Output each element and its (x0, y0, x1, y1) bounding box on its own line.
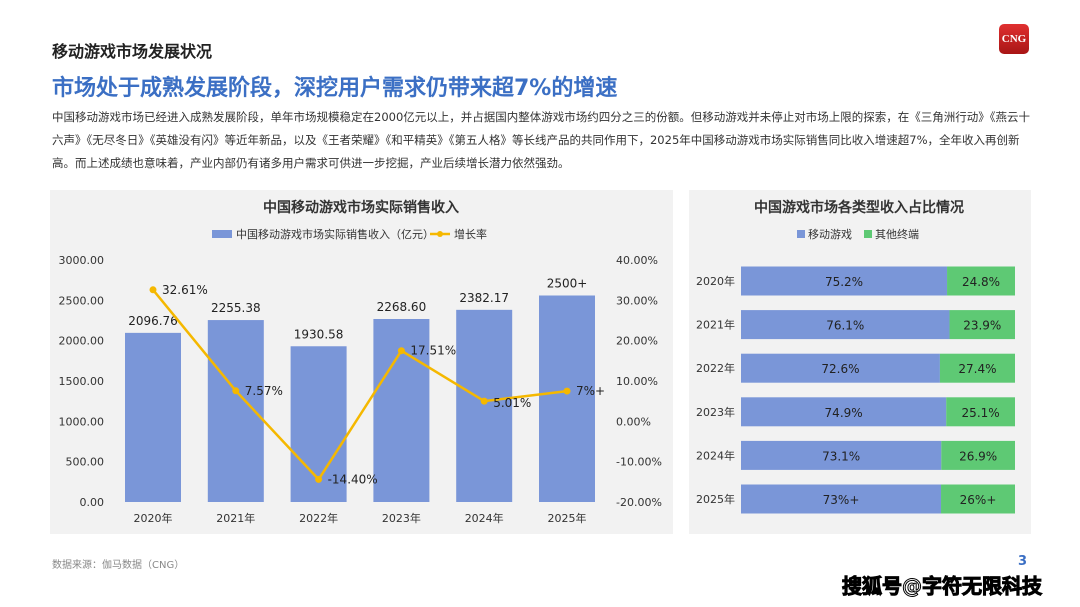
share-chart-panel: 中国游戏市场各类型收入占比情况移动游戏 其他终端 2020年 75.2% 24.8% 20… (689, 190, 1031, 534)
bar-2025年 (539, 295, 595, 502)
other-bar (946, 397, 1015, 427)
y-right-tick: 0.00% (616, 415, 651, 428)
section-title: 移动游戏市场发展状况 (52, 42, 213, 61)
y-left-tick: 3000.00 (59, 254, 105, 267)
bar-label: 2255.38 (211, 301, 261, 315)
other-label: 26.9% (959, 449, 997, 463)
growth-label: -14.40% (328, 472, 378, 486)
mobile-label: 75.2% (825, 275, 863, 289)
y-right-tick: 10.00% (616, 375, 658, 388)
y-right-tick: 20.00% (616, 335, 658, 348)
cng-logo: CNG (999, 24, 1029, 54)
growth-point (149, 286, 157, 294)
other-label: 25.1% (962, 406, 1000, 420)
mobile-label: 72.6% (821, 362, 859, 376)
y-left-tick: 2000.00 (59, 335, 105, 348)
chart-title: 中国移动游戏市场实际销售收入 (263, 199, 459, 216)
y-right-tick: -20.00% (616, 496, 662, 509)
growth-label: 32.61% (162, 283, 208, 297)
data-source: 数据来源：伽马数据（CNG） (52, 560, 185, 571)
y-left-tick: 0.00 (80, 496, 105, 509)
y-tick: 2024年 (696, 448, 735, 462)
x-tick: 2020年 (134, 511, 173, 525)
growth-point (315, 475, 323, 483)
x-tick: 2021年 (216, 511, 255, 525)
other-bar (949, 310, 1015, 340)
growth-point (563, 387, 571, 395)
growth-point (397, 347, 405, 355)
mobile-label: 76.1% (826, 319, 864, 333)
body-text: 中国移动游戏市场已经进入成熟发展阶段，单年市场规模稳定在2000亿元以上，并占据… (52, 110, 1031, 170)
y-left-tick: 1000.00 (59, 415, 105, 428)
x-tick: 2022年 (299, 511, 338, 525)
growth-point (232, 387, 240, 395)
y-left-tick: 500.00 (66, 456, 105, 469)
y-left-tick: 2500.00 (59, 294, 105, 307)
bar-label: 2268.60 (377, 300, 427, 314)
y-tick: 2021年 (696, 318, 735, 332)
legend-mobile-label: 移动游戏 (808, 228, 852, 241)
other-bar (947, 266, 1015, 296)
y-tick: 2025年 (696, 492, 735, 506)
headline: 市场处于成熟发展阶段，深挖用户需求仍带来超7%的增速 (52, 76, 618, 101)
bar-2024年 (456, 309, 513, 502)
legend-line-marker (437, 231, 443, 237)
mobile-bar (741, 310, 950, 340)
bar-label: 1930.58 (294, 327, 344, 341)
y-right-tick: 40.00% (616, 254, 658, 267)
page-number: 3 (1018, 554, 1028, 569)
other-bar (941, 440, 1015, 470)
mobile-label: 74.9% (825, 406, 863, 420)
legend-mobile-swatch (797, 230, 805, 238)
mobile-bar (741, 397, 947, 427)
growth-label: 7.57% (245, 384, 283, 398)
mobile-bar (741, 266, 948, 296)
watermark: 搜狐号@字符无限科技 (842, 574, 1043, 599)
legend-other-swatch (864, 230, 872, 238)
growth-label: 17.51% (410, 344, 456, 358)
other-label: 27.4% (958, 362, 996, 376)
other-label: 23.9% (963, 319, 1001, 333)
growth-point (480, 397, 488, 405)
other-bar (939, 353, 1015, 383)
mobile-bar (741, 484, 942, 514)
growth-label: 7%+ (576, 384, 605, 398)
y-tick: 2020年 (696, 274, 735, 288)
y-right-tick: 30.00% (616, 294, 658, 307)
y-left-tick: 1500.00 (59, 375, 105, 388)
legend-other-label: 其他终端 (875, 227, 919, 241)
x-tick: 2023年 (382, 511, 421, 525)
legend-bar-swatch (212, 230, 232, 238)
mobile-bar (741, 440, 942, 470)
bar-2020年 (125, 332, 181, 502)
legend-line-label: 增长率 (454, 227, 487, 241)
y-tick: 2023年 (696, 405, 735, 419)
mobile-bar (741, 353, 940, 383)
bar-label: 2096.76 (128, 314, 178, 328)
legend-bar-label: 中国移动游戏市场实际销售收入（亿元） (236, 227, 434, 241)
chart-title: 中国游戏市场各类型收入占比情况 (754, 199, 964, 216)
y-right-tick: -10.00% (616, 456, 662, 469)
bar-label: 2500+ (547, 276, 588, 290)
y-tick: 2022年 (696, 361, 735, 375)
revenue-chart-panel: 中国移动游戏市场实际销售收入中国移动游戏市场实际销售收入（亿元） 增长率 0.00 5… (50, 190, 673, 534)
x-tick: 2025年 (548, 511, 587, 525)
other-label: 26%+ (960, 493, 997, 507)
growth-line (152, 289, 568, 482)
mobile-label: 73%+ (823, 493, 860, 507)
other-label: 24.8% (962, 275, 1000, 289)
growth-label: 5.01% (493, 396, 531, 410)
other-bar (941, 484, 1015, 514)
mobile-label: 73.1% (822, 449, 860, 463)
bar-label: 2382.17 (459, 291, 509, 305)
x-tick: 2024年 (465, 511, 504, 525)
